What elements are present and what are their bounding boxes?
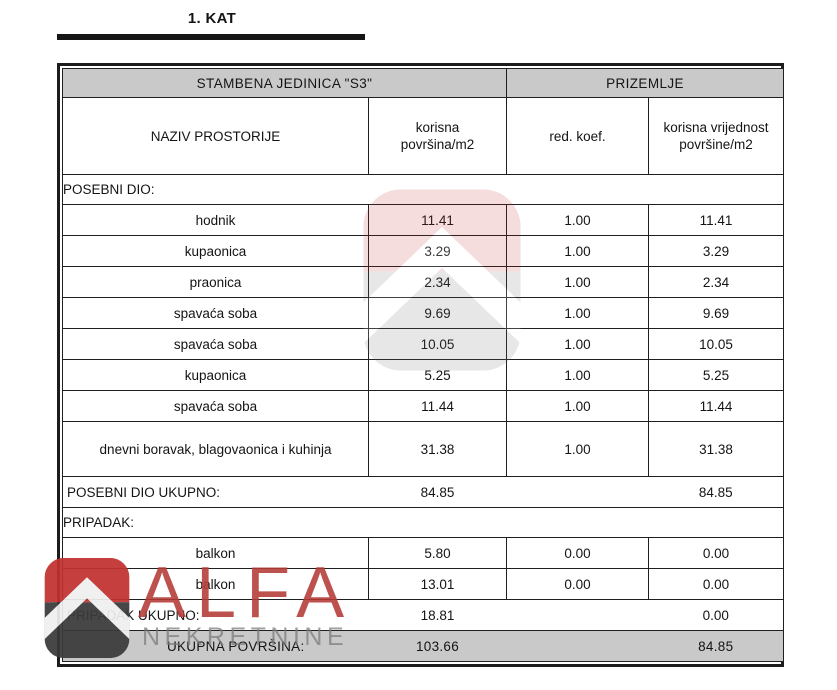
document-title-block: 1. KAT xyxy=(57,10,367,40)
room-area: 11.44 xyxy=(368,390,507,422)
room-coefficient: 1.00 xyxy=(506,390,649,422)
area-calculation-table: STAMBENA JEDINICA "S3" PRIZEMLJE NAZIV P… xyxy=(62,68,784,662)
table-row: balkon 13.01 0.00 0.00 xyxy=(62,568,784,600)
room-coefficient: 1.00 xyxy=(506,235,649,267)
room-area: 31.38 xyxy=(368,421,507,477)
room-value: 11.41 xyxy=(648,204,784,236)
table-row: balkon 5.80 0.00 0.00 xyxy=(62,537,784,569)
room-coefficient: 1.00 xyxy=(506,297,649,329)
room-area: 11.41 xyxy=(368,204,507,236)
grand-total-row: UKUPNA POVRŠINA: 103.66 84.85 xyxy=(62,630,784,662)
column-header-useful-area-line1: korisna xyxy=(415,120,460,135)
room-value: 0.00 xyxy=(648,568,784,600)
subtotal-label: POSEBNI DIO UKUPNO: xyxy=(62,476,369,508)
room-name: balkon xyxy=(62,568,369,600)
table-row: dnevni boravak, blagovaonica i kuhinja 3… xyxy=(62,421,784,477)
title-underline-rule xyxy=(57,34,365,40)
table-group-header-row: STAMBENA JEDINICA "S3" PRIZEMLJE xyxy=(62,68,784,98)
room-value: 31.38 xyxy=(648,421,784,477)
table-column-header-row: NAZIV PROSTORIJE korisna površina/m2 red… xyxy=(62,97,784,175)
room-coefficient: 1.00 xyxy=(506,204,649,236)
room-value: 3.29 xyxy=(648,235,784,267)
group-header-floor: PRIZEMLJE xyxy=(506,68,784,98)
room-coefficient: 1.00 xyxy=(506,266,649,298)
room-area: 3.29 xyxy=(368,235,507,267)
column-header-useful-value-line1: korisna vrijednost xyxy=(663,120,769,135)
subtotal-coefficient xyxy=(506,599,649,631)
room-name: balkon xyxy=(62,537,369,569)
room-coefficient: 1.00 xyxy=(506,359,649,391)
section-header-row-posebni-dio: POSEBNI DIO: xyxy=(62,174,784,205)
subtotal-area: 84.85 xyxy=(368,476,507,508)
grand-total-area: 103.66 xyxy=(368,630,507,662)
table-row: spavaća soba 11.44 1.00 11.44 xyxy=(62,390,784,422)
subtotal-value: 84.85 xyxy=(648,476,784,508)
room-area: 10.05 xyxy=(368,328,507,360)
room-area: 2.34 xyxy=(368,266,507,298)
section-header-row-pripadak: PRIPADAK: xyxy=(62,507,784,538)
room-coefficient: 1.00 xyxy=(506,328,649,360)
room-name: kupaonica xyxy=(62,359,369,391)
table-row: kupaonica 5.25 1.00 5.25 xyxy=(62,359,784,391)
subtotal-area: 18.81 xyxy=(368,599,507,631)
room-coefficient: 0.00 xyxy=(506,537,649,569)
subtotal-row-pripadak: PRIPADAK UKUPNO: 18.81 0.00 xyxy=(62,599,784,631)
table-row: kupaonica 3.29 1.00 3.29 xyxy=(62,235,784,267)
section-label-pripadak: PRIPADAK: xyxy=(62,507,784,538)
table-row: spavaća soba 9.69 1.00 9.69 xyxy=(62,297,784,329)
table-row: praonica 2.34 1.00 2.34 xyxy=(62,266,784,298)
room-value: 5.25 xyxy=(648,359,784,391)
room-value: 10.05 xyxy=(648,328,784,360)
table-row: hodnik 11.41 1.00 11.41 xyxy=(62,204,784,236)
column-header-room-name: NAZIV PROSTORIJE xyxy=(62,97,369,175)
column-header-useful-area-line2: površina/m2 xyxy=(400,137,475,152)
room-area: 13.01 xyxy=(368,568,507,600)
area-calculation-table-frame: STAMBENA JEDINICA "S3" PRIZEMLJE NAZIV P… xyxy=(57,63,784,667)
section-label-posebni-dio: POSEBNI DIO: xyxy=(62,174,784,205)
subtotal-label: PRIPADAK UKUPNO: xyxy=(62,599,369,631)
room-area: 9.69 xyxy=(368,297,507,329)
room-name: dnevni boravak, blagovaonica i kuhinja xyxy=(62,421,369,477)
page-title: 1. KAT xyxy=(187,10,237,27)
column-header-useful-value-line2: površine/m2 xyxy=(679,137,753,152)
room-coefficient: 0.00 xyxy=(506,568,649,600)
room-name: hodnik xyxy=(62,204,369,236)
grand-total-value: 84.85 xyxy=(648,630,784,662)
room-value: 0.00 xyxy=(648,537,784,569)
column-header-useful-value: korisna vrijednost površine/m2 xyxy=(648,97,784,175)
room-name: spavaća soba xyxy=(62,297,369,329)
room-value: 2.34 xyxy=(648,266,784,298)
subtotal-row-posebni-dio: POSEBNI DIO UKUPNO: 84.85 84.85 xyxy=(62,476,784,508)
subtotal-value: 0.00 xyxy=(648,599,784,631)
room-coefficient: 1.00 xyxy=(506,421,649,477)
room-name: kupaonica xyxy=(62,235,369,267)
column-header-useful-area: korisna površina/m2 xyxy=(368,97,507,175)
room-name: praonica xyxy=(62,266,369,298)
grand-total-label: UKUPNA POVRŠINA: xyxy=(62,630,369,662)
room-area: 5.80 xyxy=(368,537,507,569)
room-name: spavaća soba xyxy=(62,328,369,360)
grand-total-coefficient xyxy=(506,630,649,662)
room-value: 9.69 xyxy=(648,297,784,329)
room-area: 5.25 xyxy=(368,359,507,391)
room-value: 11.44 xyxy=(648,390,784,422)
room-name: spavaća soba xyxy=(62,390,369,422)
group-header-unit: STAMBENA JEDINICA "S3" xyxy=(62,68,507,98)
subtotal-coefficient xyxy=(506,476,649,508)
column-header-reduction-coefficient: red. koef. xyxy=(506,97,649,175)
table-row: spavaća soba 10.05 1.00 10.05 xyxy=(62,328,784,360)
